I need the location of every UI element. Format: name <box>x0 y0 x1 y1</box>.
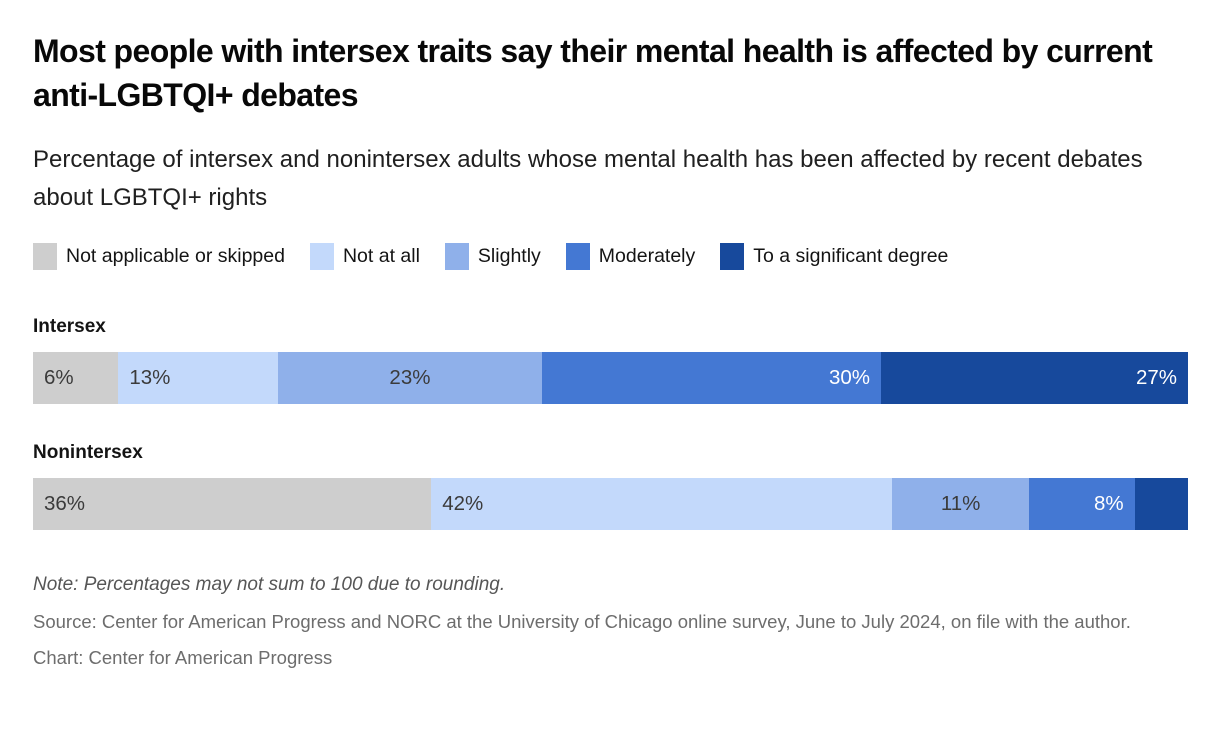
legend-item: To a significant degree <box>720 243 949 271</box>
chart-footer: Note: Percentages may not sum to 100 due… <box>33 574 1188 671</box>
bar-value-label: 27% <box>1135 366 1177 390</box>
bar-segment: 42% <box>431 478 893 531</box>
legend-swatch-icon <box>444 243 469 271</box>
bar-row: Nonintersex 36% 42% 11% 8% <box>33 442 1188 531</box>
bar-value-label: 8% <box>1094 492 1124 516</box>
legend-item: Moderately <box>565 243 696 271</box>
stacked-bar: 36% 42% 11% 8% <box>33 478 1188 531</box>
stacked-bar-chart: Intersex 6% 13% 23% 30% 27% Nonintersex 36% 42% 1… <box>33 316 1188 531</box>
chart-page: Most people with intersex traits say the… <box>33 33 1188 671</box>
legend-label: Not applicable or skipped <box>66 245 285 268</box>
bar-value-label: 23% <box>389 366 431 390</box>
bar-value-label: 6% <box>44 366 74 390</box>
row-label: Intersex <box>33 316 106 338</box>
row-label: Nonintersex <box>33 442 143 464</box>
bar-value-label: 42% <box>442 492 484 516</box>
legend-label: Moderately <box>598 245 696 268</box>
legend-item: Slightly <box>444 243 541 271</box>
chart-subtitle: Percentage of intersex and nonintersex a… <box>33 146 1143 212</box>
chart-title: Most people with intersex traits say the… <box>33 33 1153 113</box>
bar-segment: 27% <box>881 352 1188 405</box>
bar-segment: 8% <box>1029 478 1135 531</box>
legend-label: Not at all <box>342 245 420 268</box>
legend-item: Not at all <box>309 243 420 271</box>
bar-segment: 11% <box>892 478 1030 531</box>
legend-label: Slightly <box>477 245 541 268</box>
bar-row: Intersex 6% 13% 23% 30% 27% <box>33 316 1188 405</box>
bar-segment: 6% <box>33 352 119 405</box>
bar-value-label: 13% <box>129 366 171 390</box>
bar-value-label: 30% <box>828 366 870 390</box>
bar-segment: 30% <box>542 352 881 405</box>
credit-line: Chart: Center for American Progress <box>33 647 333 669</box>
source-line: Source: Center for American Progress and… <box>33 611 1131 633</box>
bar-segment <box>1134 478 1188 531</box>
bar-segment: 13% <box>118 352 278 405</box>
rounding-note: Note: Percentages may not sum to 100 due… <box>33 574 506 596</box>
legend-swatch-icon <box>33 243 57 271</box>
bar-segment: 23% <box>277 352 543 405</box>
legend-swatch-icon <box>565 243 590 271</box>
bar-value-label: 36% <box>44 492 86 516</box>
legend-swatch-icon <box>720 243 745 271</box>
legend-swatch-icon <box>309 243 334 271</box>
legend-item: Not applicable or skipped <box>33 243 285 271</box>
legend: Not applicable or skipped Not at all Sligh… <box>33 243 1188 271</box>
stacked-bar: 6% 13% 23% 30% 27% <box>33 352 1188 405</box>
bar-value-label: 11% <box>940 492 981 516</box>
bar-segment: 36% <box>33 478 432 531</box>
legend-label: To a significant degree <box>753 245 949 268</box>
